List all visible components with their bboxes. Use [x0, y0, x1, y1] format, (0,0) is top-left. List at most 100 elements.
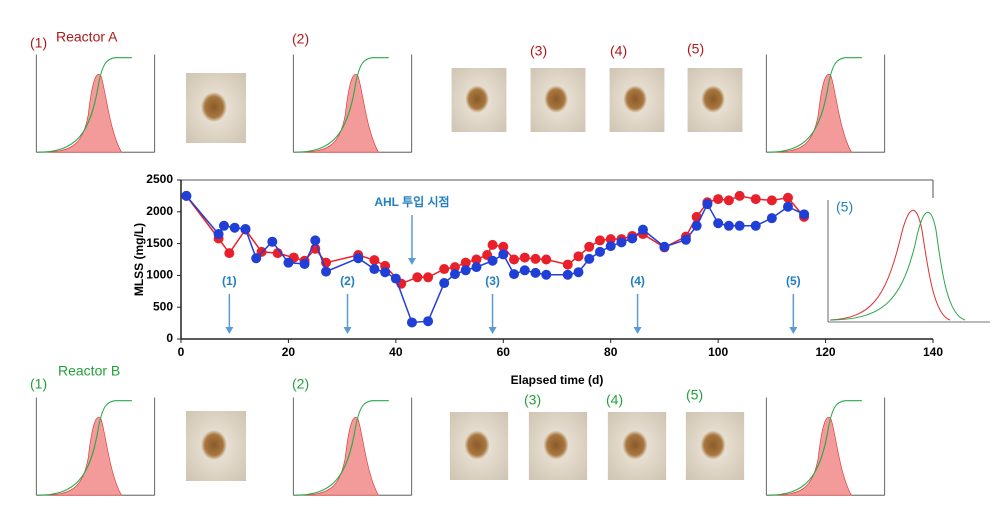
- x-tick-label: 80: [604, 345, 618, 359]
- point: [799, 209, 810, 220]
- histogram: [765, 397, 886, 496]
- x-axis-label: Elapsed time (d): [511, 373, 604, 387]
- point: [310, 235, 321, 246]
- point: [750, 194, 761, 205]
- annotation: (5): [786, 274, 801, 288]
- point: [541, 254, 552, 265]
- panel-title: Reactor B: [58, 363, 120, 379]
- point: [766, 213, 777, 224]
- point: [240, 223, 251, 234]
- point: [460, 265, 471, 276]
- point: [267, 236, 278, 247]
- panel-label: (2): [292, 376, 309, 392]
- annotation: AHL 투입 시점: [374, 194, 449, 209]
- panel-label: (4): [606, 392, 623, 408]
- point: [723, 220, 734, 231]
- point: [605, 234, 616, 245]
- y-tick-label: 2000: [146, 204, 173, 218]
- panel-label: (2): [292, 31, 309, 47]
- panel-label: (1): [30, 35, 47, 51]
- point: [449, 269, 460, 280]
- y-tick-label: 2500: [146, 172, 173, 186]
- point: [460, 257, 471, 268]
- point: [224, 248, 235, 259]
- point: [449, 262, 460, 273]
- panel-label: (5): [686, 387, 703, 403]
- point: [412, 272, 423, 283]
- point: [519, 252, 530, 263]
- point: [498, 249, 509, 260]
- point: [562, 269, 573, 280]
- point: [637, 224, 648, 235]
- annotation: (1): [222, 274, 237, 288]
- panel-label: (3): [530, 43, 547, 59]
- micrograph: [607, 412, 667, 480]
- point: [423, 272, 434, 283]
- y-tick-label: 1500: [146, 236, 173, 250]
- point: [439, 278, 450, 289]
- x-tick-label: 0: [178, 345, 185, 359]
- point: [766, 195, 777, 206]
- point: [471, 254, 482, 265]
- histogram: [292, 54, 413, 153]
- point: [605, 241, 616, 252]
- histogram: [292, 397, 413, 496]
- y-tick-label: 500: [153, 299, 173, 313]
- micrograph: [530, 68, 586, 132]
- point: [509, 269, 520, 280]
- annotation: (3): [485, 274, 500, 288]
- point: [562, 259, 573, 270]
- panel-label: (3): [524, 392, 541, 408]
- point: [321, 266, 332, 277]
- point: [680, 234, 691, 245]
- histogram: [35, 54, 156, 153]
- point: [390, 273, 401, 284]
- panel-label: (4): [610, 43, 627, 59]
- micrograph: [528, 412, 588, 480]
- point: [181, 190, 192, 201]
- point: [734, 190, 745, 201]
- series-line: [185, 195, 805, 324]
- arrow-head: [225, 327, 234, 334]
- point: [380, 267, 391, 278]
- point: [229, 222, 240, 233]
- point: [584, 253, 595, 264]
- panel-label: (5): [687, 41, 704, 57]
- point: [369, 255, 380, 266]
- arrow-head: [343, 327, 352, 334]
- y-tick-label: 1000: [146, 268, 173, 282]
- x-tick-label: 120: [816, 345, 836, 359]
- series-line: [185, 195, 805, 285]
- point: [353, 253, 364, 264]
- point: [627, 233, 638, 244]
- x-tick-label: 100: [708, 345, 728, 359]
- point: [487, 239, 498, 250]
- inset: [827, 200, 990, 323]
- micrograph: [449, 412, 509, 480]
- point: [659, 241, 670, 252]
- point: [406, 317, 417, 328]
- arrow-head: [407, 258, 416, 265]
- point: [702, 199, 713, 210]
- inset-label: (5): [836, 199, 853, 215]
- point: [541, 269, 552, 280]
- point: [530, 267, 541, 278]
- point: [734, 220, 745, 231]
- micrograph: [186, 73, 246, 143]
- point: [299, 258, 310, 269]
- arrow-head: [633, 327, 642, 334]
- point: [423, 316, 434, 327]
- point: [723, 195, 734, 206]
- histogram: [765, 54, 886, 153]
- point: [471, 262, 482, 273]
- panel-title: Reactor A: [56, 29, 118, 45]
- arrow-head: [488, 327, 497, 334]
- histogram: [35, 397, 156, 496]
- x-tick-label: 60: [497, 345, 511, 359]
- point: [213, 229, 224, 240]
- point: [530, 253, 541, 264]
- x-tick-label: 20: [282, 345, 296, 359]
- annotation: (4): [630, 274, 645, 288]
- point: [750, 220, 761, 231]
